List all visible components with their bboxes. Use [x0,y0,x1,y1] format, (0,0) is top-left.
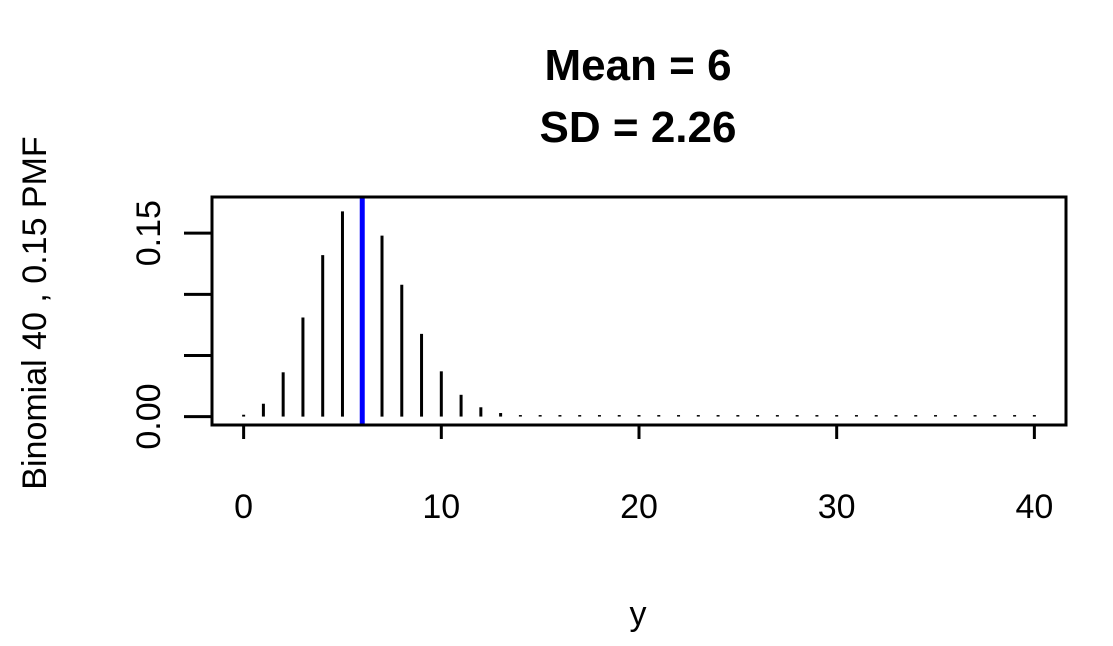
x-axis-label: y [630,595,647,633]
x-tick-label: 40 [1015,488,1053,526]
x-tick-label: 0 [234,488,253,526]
y-tick-label: 0.00 [130,383,168,449]
y-axis: 0.00 0.15 [130,200,214,450]
x-tick-label: 20 [620,488,658,526]
y-tick-label: 0.15 [130,200,168,266]
x-tick-label: 30 [818,488,856,526]
chart-title-line-2: SD = 2.26 [540,103,737,152]
plot-frame [210,195,1068,427]
x-axis: 0 10 20 30 40 [234,423,1053,526]
x-tick-label: 10 [422,488,460,526]
chart-title-line-1: Mean = 6 [544,41,731,90]
y-axis-label: Binomial 40 , 0.15 PMF [16,136,54,489]
